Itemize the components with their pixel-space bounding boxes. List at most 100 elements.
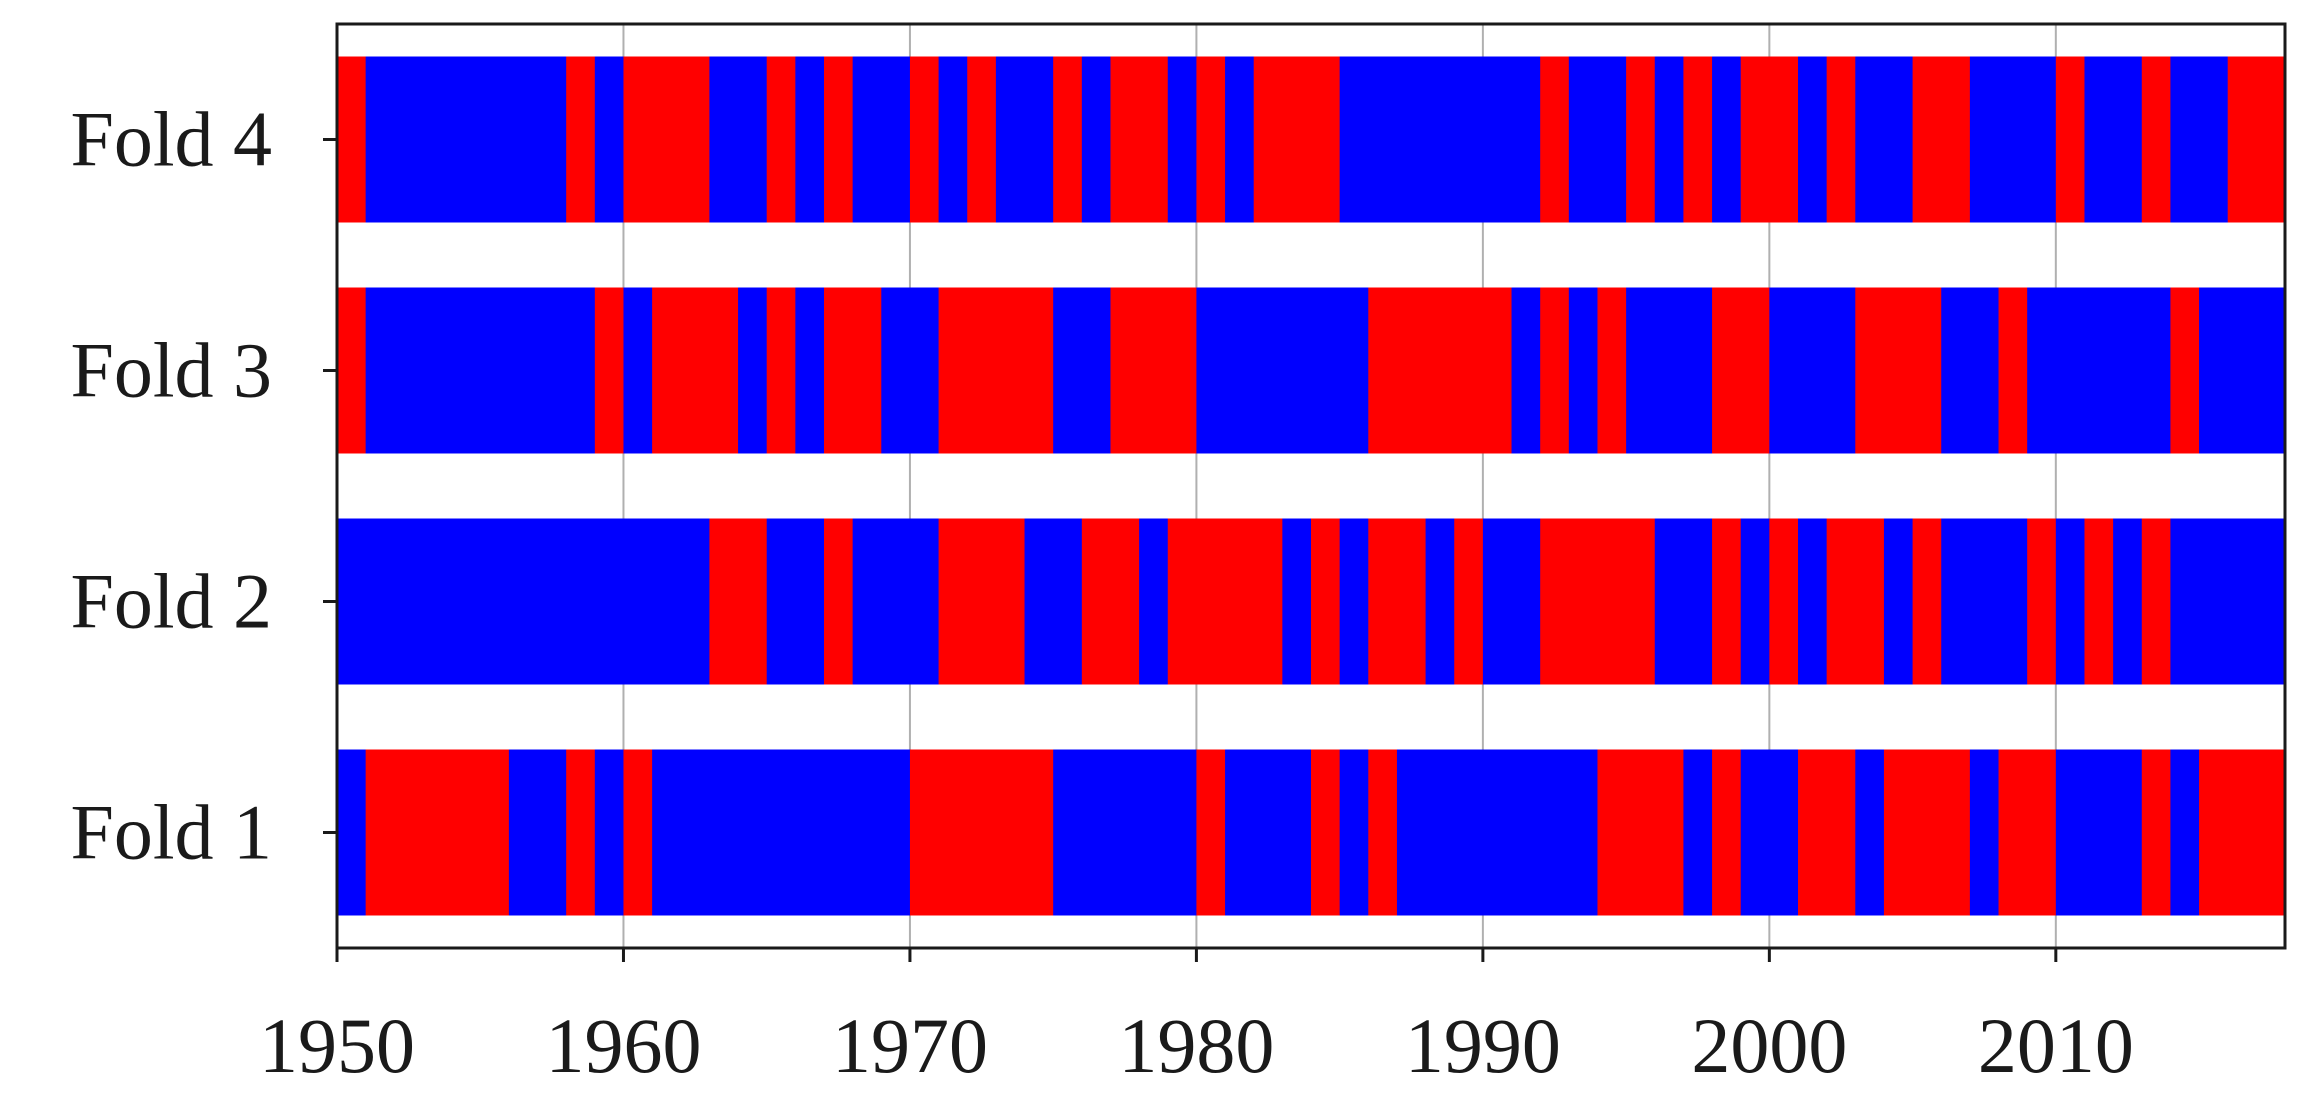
segment-red	[709, 518, 739, 685]
segment-blue	[1540, 749, 1570, 916]
segment-blue	[337, 518, 367, 685]
segment-blue	[2027, 287, 2057, 454]
segment-blue	[1798, 518, 1828, 685]
segment-blue	[1798, 287, 1828, 454]
segment-blue	[2084, 56, 2114, 223]
segment-blue	[766, 518, 796, 685]
segment-blue	[1969, 518, 2000, 685]
segment-red	[1053, 56, 1083, 223]
segment-blue	[2055, 749, 2086, 916]
bar-fold-3	[337, 287, 2286, 454]
segment-red	[1024, 287, 1054, 454]
segment-red	[1311, 749, 1341, 916]
segment-blue	[365, 56, 510, 223]
segment-red	[2227, 749, 2286, 916]
segment-red	[938, 518, 968, 685]
segment-red	[1139, 56, 1169, 223]
segment-red	[709, 287, 739, 454]
segment-red	[1225, 518, 1255, 685]
x-tick-label-1970: 1970	[832, 1002, 988, 1089]
segment-red	[1941, 56, 1971, 223]
segment-blue	[365, 287, 510, 454]
segment-red	[1998, 287, 2028, 454]
segment-red	[2027, 749, 2057, 916]
segment-red	[967, 287, 997, 454]
segment-red	[1110, 518, 1140, 685]
segment-red	[1626, 518, 1656, 685]
segment-blue	[2199, 518, 2229, 685]
segment-blue	[1654, 287, 1685, 454]
segment-red	[1912, 287, 1942, 454]
segment-blue	[1167, 749, 1198, 916]
segment-red	[337, 287, 367, 454]
segment-red	[2141, 749, 2172, 916]
segment-red	[1712, 749, 1742, 916]
segment-blue	[2113, 287, 2143, 454]
segment-red	[1941, 749, 1971, 916]
segment-blue	[1225, 56, 1255, 223]
x-tick-label-1950: 1950	[259, 1002, 415, 1089]
segment-blue	[1511, 749, 1541, 916]
segment-red	[1368, 749, 1398, 916]
segment-blue	[1368, 56, 1398, 223]
segment-blue	[1654, 56, 1685, 223]
segment-blue	[508, 287, 567, 454]
segment-blue	[1769, 749, 1799, 916]
segment-red	[1311, 518, 1341, 685]
segment-red	[1769, 518, 1799, 685]
segment-red	[1855, 287, 1885, 454]
segment-red	[1740, 287, 1770, 454]
segment-blue	[1425, 749, 1455, 916]
bar-fold-2	[337, 518, 2286, 685]
segment-red	[1167, 287, 1198, 454]
segment-red	[1139, 287, 1169, 454]
segment-red	[2170, 287, 2200, 454]
segment-blue	[2055, 287, 2086, 454]
segment-blue	[1024, 56, 1054, 223]
segment-blue	[824, 749, 854, 916]
segment-blue	[1597, 56, 1627, 223]
segment-red	[1826, 56, 1856, 223]
segment-blue	[2113, 518, 2143, 685]
bar-fold-1	[337, 749, 2286, 916]
segment-red	[1396, 287, 1427, 454]
segment-red	[1826, 749, 1856, 916]
plot-frame	[335, 22, 2287, 950]
segment-red	[1826, 518, 1856, 685]
y-tick-label-fold-2: Fold 2	[70, 558, 272, 645]
segment-red	[1196, 518, 1226, 685]
segment-red	[1540, 56, 1570, 223]
segment-blue	[2084, 287, 2114, 454]
segment-red	[1740, 56, 1770, 223]
segment-blue	[2141, 287, 2172, 454]
segment-red	[1712, 287, 1742, 454]
segment-red	[1712, 518, 1742, 685]
segment-red	[1454, 287, 1484, 454]
segment-red	[623, 56, 653, 223]
segment-blue	[795, 518, 825, 685]
segment-blue	[566, 287, 596, 454]
segment-red	[1196, 56, 1226, 223]
segment-blue	[1339, 56, 1369, 223]
segment-blue	[1053, 749, 1083, 916]
segment-blue	[1225, 287, 1255, 454]
segment-red	[824, 56, 854, 223]
segment-blue	[508, 749, 567, 916]
segment-blue	[508, 518, 567, 685]
segment-red	[1024, 749, 1054, 916]
segment-red	[909, 56, 940, 223]
segment-red	[2084, 518, 2114, 685]
segment-blue	[938, 56, 968, 223]
segment-red	[2227, 56, 2286, 223]
segment-blue	[766, 749, 796, 916]
x-tick-label-1980: 1980	[1118, 1002, 1274, 1089]
segment-red	[738, 518, 768, 685]
segment-red	[995, 749, 1026, 916]
segment-red	[1368, 518, 1398, 685]
tick-labels: 1950 1960 1970 1980 1990 2000 2010 Fold 1 Fold 2…	[70, 96, 2133, 1090]
segment-blue	[1282, 749, 1312, 916]
segment-blue	[1282, 518, 1312, 685]
x-tick-label-1990: 1990	[1405, 1002, 1561, 1089]
segment-red	[824, 518, 854, 685]
